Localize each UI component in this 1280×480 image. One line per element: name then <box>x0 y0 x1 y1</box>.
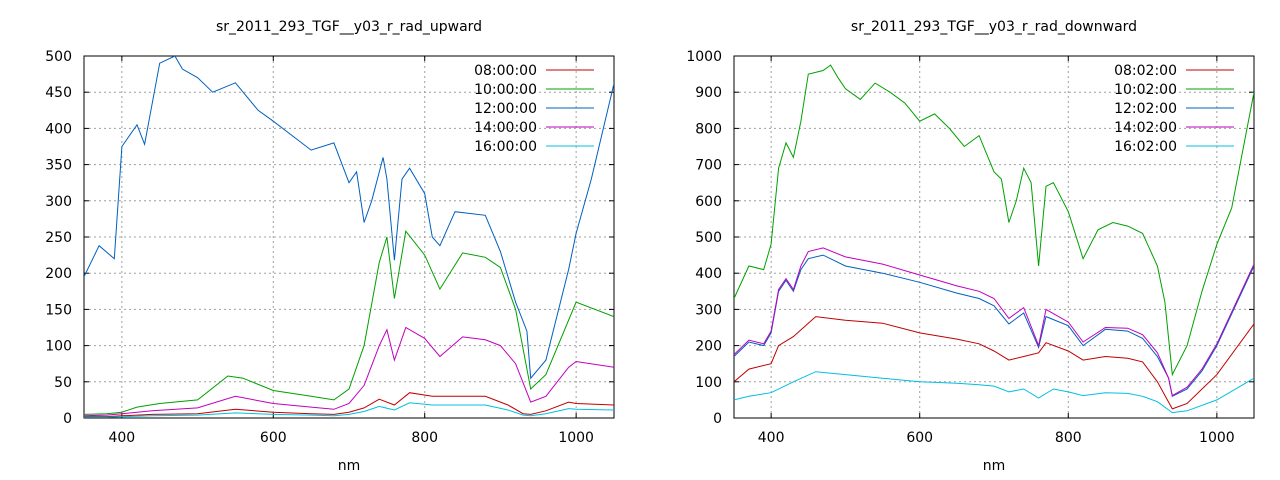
y-tick-label: 200 <box>695 339 722 355</box>
y-tick-label: 300 <box>45 194 72 210</box>
legend-label: 10:00:00 <box>474 82 537 98</box>
series-line-1 <box>734 316 1254 410</box>
chart-2: sr_2011_293_TGF__y03_r_rad_downward 0 100 2… <box>686 19 1255 474</box>
y-tick-label: 400 <box>695 266 722 282</box>
x-tick-label: 600 <box>906 430 933 446</box>
y-tick-label: 350 <box>45 158 72 174</box>
y-tick-label: 100 <box>695 375 722 391</box>
x-tick-label: 800 <box>1055 430 1082 446</box>
y-tick-label: 500 <box>695 230 722 246</box>
legend-label: 08:02:00 <box>1114 63 1177 79</box>
y-tick-label: 150 <box>45 302 72 318</box>
x-tick-label: 600 <box>260 430 287 446</box>
legend-label: 16:00:00 <box>474 139 537 155</box>
chart-title: sr_2011_293_TGF__y03_r_rad_downward <box>851 19 1137 35</box>
y-tick-label: 450 <box>45 85 72 101</box>
y-tick-label: 600 <box>695 194 722 210</box>
x-tick-label: 1000 <box>1199 430 1235 446</box>
y-tick-label: 1000 <box>686 49 722 65</box>
y-tick-label: 300 <box>695 302 722 318</box>
y-tick-label: 700 <box>695 158 722 174</box>
y-tick-label: 800 <box>695 121 722 137</box>
legend-label: 16:02:00 <box>1114 139 1177 155</box>
y-tick-label: 900 <box>695 85 722 101</box>
series-line-1 <box>84 392 614 418</box>
x-tick-label: 1000 <box>558 430 594 446</box>
y-tick-label: 0 <box>713 411 722 427</box>
legend-label: 08:00:00 <box>474 63 537 79</box>
x-axis-label: nm <box>338 458 361 474</box>
y-tick-label: 50 <box>54 375 72 391</box>
y-tick-label: 0 <box>63 411 72 427</box>
chart-title: sr_2011_293_TGF__y03_r_rad_upward <box>216 19 482 35</box>
x-tick-label: 800 <box>411 430 438 446</box>
y-tick-label: 500 <box>45 49 72 65</box>
series-line-2 <box>734 64 1254 377</box>
series-line-4 <box>734 247 1254 397</box>
y-tick-label: 200 <box>45 266 72 282</box>
legend-label: 14:02:00 <box>1114 120 1177 136</box>
x-tick-label: 400 <box>758 430 785 446</box>
series-line-3 <box>734 254 1254 398</box>
chart-1: sr_2011_293_TGF__y03_r_rad_upward 0 50 100 1… <box>45 19 615 474</box>
y-tick-label: 400 <box>45 121 72 137</box>
legend-label: 14:00:00 <box>474 120 537 136</box>
legend-label: 10:02:00 <box>1114 82 1177 98</box>
y-tick-label: 100 <box>45 339 72 355</box>
x-axis-label: nm <box>983 458 1006 474</box>
series-line-5 <box>734 371 1254 414</box>
series-line-3 <box>84 56 614 380</box>
series-line-2 <box>84 230 614 415</box>
legend-label: 12:02:00 <box>1114 101 1177 117</box>
series-line-5 <box>84 402 614 418</box>
series-line-4 <box>84 326 614 417</box>
legend-label: 12:00:00 <box>474 101 537 117</box>
y-tick-label: 250 <box>45 230 72 246</box>
x-tick-label: 400 <box>108 430 135 446</box>
